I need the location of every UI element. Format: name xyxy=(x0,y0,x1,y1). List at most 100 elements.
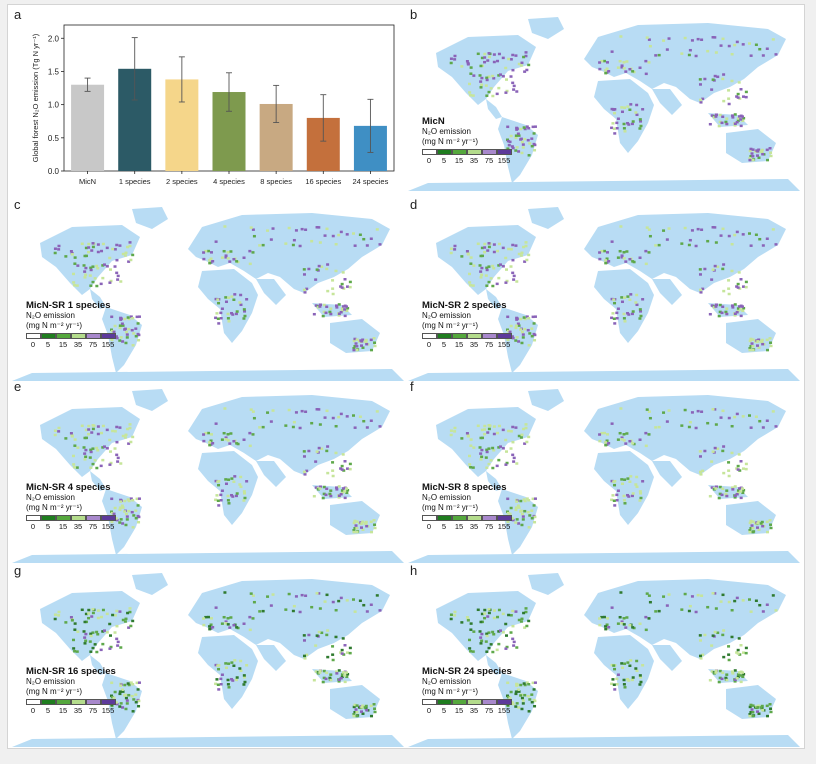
forest-cell xyxy=(611,494,615,497)
forest-cell xyxy=(487,75,491,78)
forest-cell xyxy=(345,491,349,495)
forest-cell xyxy=(492,609,496,612)
forest-cell xyxy=(530,700,534,704)
forest-cell xyxy=(504,647,508,650)
forest-cell xyxy=(701,469,705,473)
forest-cell xyxy=(324,677,328,681)
forest-cell xyxy=(626,121,630,125)
legend-swatches xyxy=(422,149,512,155)
forest-cell xyxy=(533,333,537,337)
panel-a: a 0.0 0.5 1.0 1.5 2.0 Global forest N₂O emiss… xyxy=(12,7,402,197)
forest-cell xyxy=(331,474,335,478)
forest-cell xyxy=(616,307,620,310)
land-mass xyxy=(40,591,140,661)
forest-cell xyxy=(730,451,734,455)
forest-cell xyxy=(229,432,233,435)
forest-cell xyxy=(525,440,529,444)
forest-cell xyxy=(765,47,769,50)
forest-cell xyxy=(717,314,721,318)
forest-cell xyxy=(516,688,520,691)
forest-cell xyxy=(517,522,521,525)
forest-cell xyxy=(131,435,135,439)
forest-cell xyxy=(243,310,247,313)
forest-cell xyxy=(235,492,239,495)
forest-cell xyxy=(235,676,239,679)
land-mass xyxy=(652,279,682,305)
legend-swatch xyxy=(422,515,437,521)
forest-cell xyxy=(711,226,715,229)
legend-tick: 75 xyxy=(88,340,98,349)
forest-cell xyxy=(634,483,638,486)
forest-cell xyxy=(342,287,346,290)
forest-cell xyxy=(724,120,728,124)
forest-cell xyxy=(740,487,744,490)
forest-cell xyxy=(206,249,210,253)
land-mass xyxy=(40,407,140,477)
forest-cell xyxy=(730,269,734,273)
forest-cell xyxy=(314,304,318,307)
forest-cell xyxy=(622,317,626,320)
forest-cell xyxy=(343,490,347,493)
forest-cell xyxy=(355,527,359,530)
forest-cell xyxy=(340,675,344,679)
forest-cell xyxy=(708,678,712,682)
forest-cell xyxy=(215,494,219,497)
forest-cell xyxy=(765,704,769,708)
forest-cell xyxy=(320,631,324,635)
forest-cell xyxy=(252,234,256,238)
forest-cell xyxy=(345,233,349,236)
forest-cell xyxy=(648,600,652,604)
forest-cell xyxy=(648,44,652,48)
land-mass xyxy=(708,303,748,317)
forest-cell xyxy=(757,338,761,341)
forest-cell xyxy=(352,705,356,709)
forest-cell xyxy=(626,493,630,497)
forest-cell xyxy=(620,296,624,299)
forest-cell xyxy=(305,287,309,291)
forest-cell xyxy=(509,430,513,433)
forest-cell xyxy=(739,644,743,647)
forest-cell xyxy=(698,273,702,276)
forest-cell xyxy=(730,52,734,56)
forest-cell xyxy=(739,496,743,500)
legend-swatch xyxy=(86,515,101,521)
forest-cell xyxy=(736,652,740,655)
forest-cell xyxy=(108,463,112,466)
forest-cell xyxy=(769,523,773,526)
forest-cell xyxy=(96,609,100,612)
panel-f: f MicN-SR 8 species N₂O emission (mg N m⁻² … xyxy=(408,379,800,563)
forest-cell xyxy=(492,243,496,246)
forest-cell xyxy=(472,264,476,267)
forest-cell xyxy=(517,340,521,343)
forest-cell xyxy=(134,334,138,338)
land-mass xyxy=(486,289,502,309)
forest-cell xyxy=(466,435,470,438)
forest-cell xyxy=(119,702,123,705)
forest-cell xyxy=(522,55,526,59)
forest-cell xyxy=(326,445,330,448)
forest-cell xyxy=(318,487,322,490)
legend-swatch xyxy=(71,333,86,339)
forest-cell xyxy=(644,249,648,253)
legend-tick: 35 xyxy=(469,156,479,165)
forest-cell xyxy=(234,494,238,498)
forest-cell xyxy=(100,431,104,435)
forest-cell xyxy=(127,626,131,629)
forest-cell xyxy=(491,446,495,450)
forest-cell xyxy=(132,332,136,335)
forest-cell xyxy=(73,438,77,441)
forest-cell xyxy=(700,410,704,413)
forest-cell xyxy=(491,630,495,634)
legend-line2: (mg N m⁻² yr⁻¹) xyxy=(422,687,478,696)
forest-cell xyxy=(698,78,702,81)
forest-cell xyxy=(238,301,242,304)
legend-swatch xyxy=(422,333,437,339)
forest-cell xyxy=(331,469,335,472)
forest-cell xyxy=(331,658,335,662)
land-mass xyxy=(102,307,142,373)
forest-cell xyxy=(219,311,223,315)
forest-cell xyxy=(622,257,626,260)
land-mass xyxy=(498,307,538,373)
land-mass xyxy=(584,213,786,293)
forest-cell xyxy=(217,688,221,691)
